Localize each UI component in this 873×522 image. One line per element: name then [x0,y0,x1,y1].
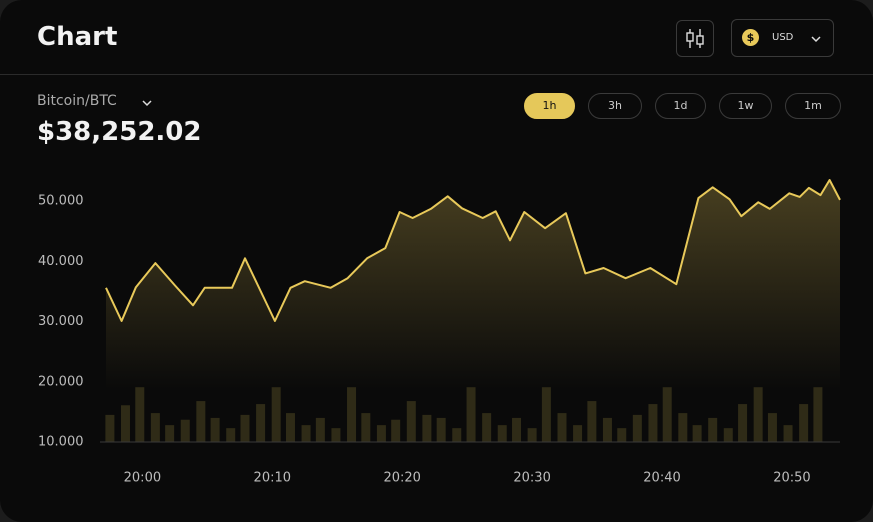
header: Chart $ USD [0,0,873,75]
timeframe-group: 1h 3h 1d 1w 1m [524,93,841,119]
pair: Bitcoin/BTC [37,93,117,109]
y-tick-label: 30.000 [38,314,84,329]
price: $38,252.02 [37,117,202,147]
y-tick-label: 40.000 [38,254,84,269]
timeframe-button[interactable]: 1w [719,93,772,119]
timeframe-button[interactable]: 1h [524,93,575,119]
x-tick-label: 20:10 [254,471,291,486]
y-tick-label: 50.000 [38,194,84,209]
chevron [142,100,152,107]
timeframe-button[interactable]: 1d [655,93,706,119]
chevron [811,36,821,43]
y-tick-label: 20.000 [38,374,84,389]
x-tick-label: 20:50 [773,471,810,486]
x-tick-label: 20:20 [383,471,420,486]
pair-selector[interactable]: Bitcoin/BTC [37,93,152,109]
timeframe-button[interactable]: 1m [785,93,841,119]
price-line [105,179,841,322]
x-tick-label: 20:40 [643,471,680,486]
x-tick-label: 20:00 [124,471,161,486]
settings-button[interactable] [676,20,714,57]
settings-icon [686,29,704,48]
currency: USD [772,32,794,43]
currency-dropdown[interactable]: $ USD [731,19,834,57]
timeframe-button[interactable]: 3h [588,93,642,119]
y-tick-label: 10.000 [38,435,84,450]
area-fill [106,180,840,442]
coin-icon: $ [742,29,759,46]
title: Chart [37,22,118,52]
x-tick-label: 20:30 [513,471,550,486]
